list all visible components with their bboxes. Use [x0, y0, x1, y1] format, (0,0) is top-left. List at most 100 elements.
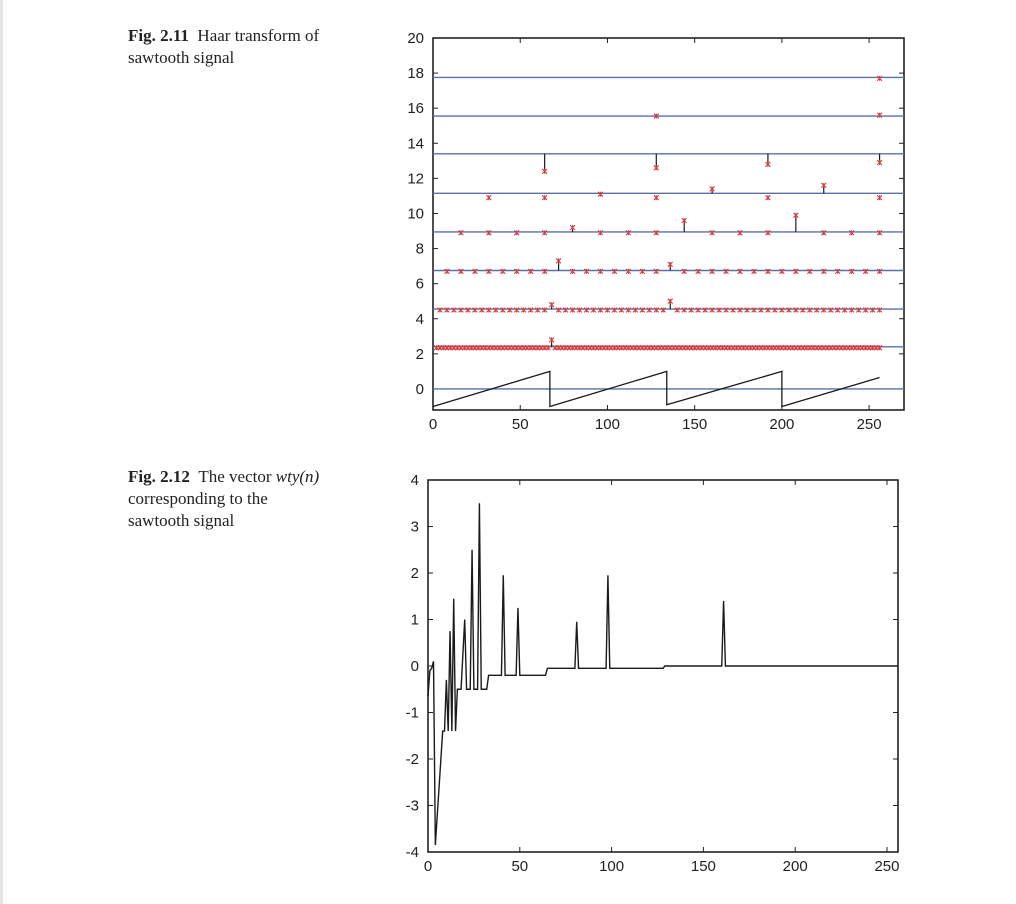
x-tick-label: 150 — [691, 858, 716, 875]
coefficient-marker — [820, 307, 827, 313]
wty-vector-plot: 0 50 100 150 200 250 -4 -3 -2 -1 0 1 2 3 4 — [406, 472, 900, 875]
y-tick-label: -1 — [406, 705, 419, 722]
coefficient-marker — [855, 307, 862, 313]
y-tick-label: 16 — [407, 100, 424, 117]
coefficient-marker — [548, 337, 555, 343]
coefficient-marker — [597, 229, 604, 236]
y-tick-label: 20 — [407, 30, 424, 47]
coefficient-marker — [625, 307, 632, 313]
caption-text: sawtooth signal — [128, 48, 235, 67]
coefficient-marker — [583, 307, 590, 313]
coefficient-marker — [834, 268, 841, 275]
coefficient-marker — [541, 307, 548, 313]
coefficient-marker — [513, 268, 520, 275]
coefficient-marker — [800, 307, 806, 313]
coefficient-marker — [730, 307, 736, 313]
y-tick-label: 0 — [416, 381, 424, 398]
coefficient-marker — [876, 75, 883, 82]
coefficient-marker — [541, 194, 548, 201]
coefficient-marker — [541, 268, 548, 275]
figure-caption-2-12: Fig. 2.12 The vector wty(n) correspondin… — [128, 466, 388, 532]
coefficient-marker — [688, 307, 694, 313]
coefficient-marker — [458, 229, 464, 236]
coefficient-marker — [765, 161, 771, 168]
coefficient-marker — [723, 268, 729, 275]
coefficient-marker — [841, 307, 848, 313]
coefficient-marker — [674, 307, 681, 313]
coefficient-marker — [444, 307, 450, 313]
coefficient-marker — [611, 268, 618, 275]
coefficient-marker — [597, 307, 604, 313]
coefficient-marker — [653, 229, 660, 236]
coefficient-marker — [709, 229, 715, 236]
caption-text: The vector — [198, 467, 276, 486]
coefficient-marker — [667, 298, 674, 304]
coefficient-marker — [569, 268, 576, 275]
coefficient-marker — [569, 307, 576, 313]
coefficient-marker — [779, 307, 785, 313]
y-tick-label: 8 — [416, 241, 424, 258]
coefficient-marker — [458, 307, 464, 313]
coefficient-marker — [848, 229, 855, 236]
coefficient-marker — [737, 268, 743, 275]
coefficient-marker — [848, 307, 855, 313]
caption-text: sawtooth signal — [128, 511, 235, 530]
coefficient-marker — [834, 307, 841, 313]
y-tick-label: 4 — [416, 311, 424, 328]
y-tick-label: 4 — [411, 472, 419, 489]
coefficient-marker — [527, 307, 534, 313]
coefficient-marker — [451, 307, 457, 313]
x-tick-label: 0 — [429, 416, 437, 433]
coefficient-marker — [772, 307, 778, 313]
coefficient-marker — [786, 307, 792, 313]
x-tick-label: 50 — [511, 858, 528, 875]
coefficient-marker — [611, 307, 618, 313]
coefficient-marker — [646, 307, 653, 313]
coefficient-marker — [716, 307, 722, 313]
coefficient-marker — [876, 229, 883, 236]
coefficient-marker — [486, 229, 492, 236]
coefficient-marker — [695, 307, 701, 313]
coefficient-marker — [527, 268, 534, 275]
coefficient-marker — [486, 268, 492, 275]
coefficient-marker — [765, 307, 771, 313]
coefficient-marker — [876, 112, 883, 118]
coefficient-marker — [702, 307, 708, 313]
coefficient-marker — [653, 113, 660, 119]
coefficient-marker — [458, 268, 464, 275]
y-tick-label: -4 — [406, 844, 419, 861]
y-tick-label: 10 — [407, 205, 424, 222]
coefficient-marker — [590, 307, 597, 313]
y-tick-label: 14 — [407, 135, 424, 152]
coefficient-marker — [597, 191, 604, 197]
coefficient-marker — [793, 268, 799, 275]
x-tick-label: 250 — [857, 416, 882, 433]
sawtooth-signal — [432, 370, 880, 408]
coefficient-marker — [876, 268, 883, 275]
coefficient-marker — [737, 307, 743, 313]
coefficient-marker — [562, 307, 569, 313]
coefficient-marker — [765, 229, 771, 236]
x-tick-label: 200 — [769, 416, 794, 433]
y-tick-label: 3 — [411, 519, 419, 536]
coefficient-marker — [667, 261, 674, 268]
coefficient-marker — [765, 194, 771, 201]
y-tick-label: 0 — [411, 658, 419, 675]
coefficient-marker — [632, 307, 639, 313]
figure-number: Fig. 2.12 — [128, 467, 190, 486]
coefficient-marker — [709, 307, 715, 313]
coefficient-marker — [444, 268, 450, 275]
y-tick-label: 2 — [411, 565, 419, 582]
x-tick-label: 100 — [595, 416, 620, 433]
wty-line — [427, 503, 898, 846]
figure-caption-2-11: Fig. 2.11 Haar transform of sawtooth sig… — [128, 25, 388, 69]
coefficient-marker — [555, 258, 562, 264]
x-tick-label: 150 — [682, 416, 707, 433]
coefficient-marker — [541, 229, 548, 236]
y-tick-label: 18 — [407, 65, 424, 82]
coefficient-marker — [653, 307, 660, 313]
caption-variable: wty(n) — [275, 467, 320, 486]
coefficient-marker — [869, 307, 876, 313]
coefficient-marker — [723, 307, 729, 313]
